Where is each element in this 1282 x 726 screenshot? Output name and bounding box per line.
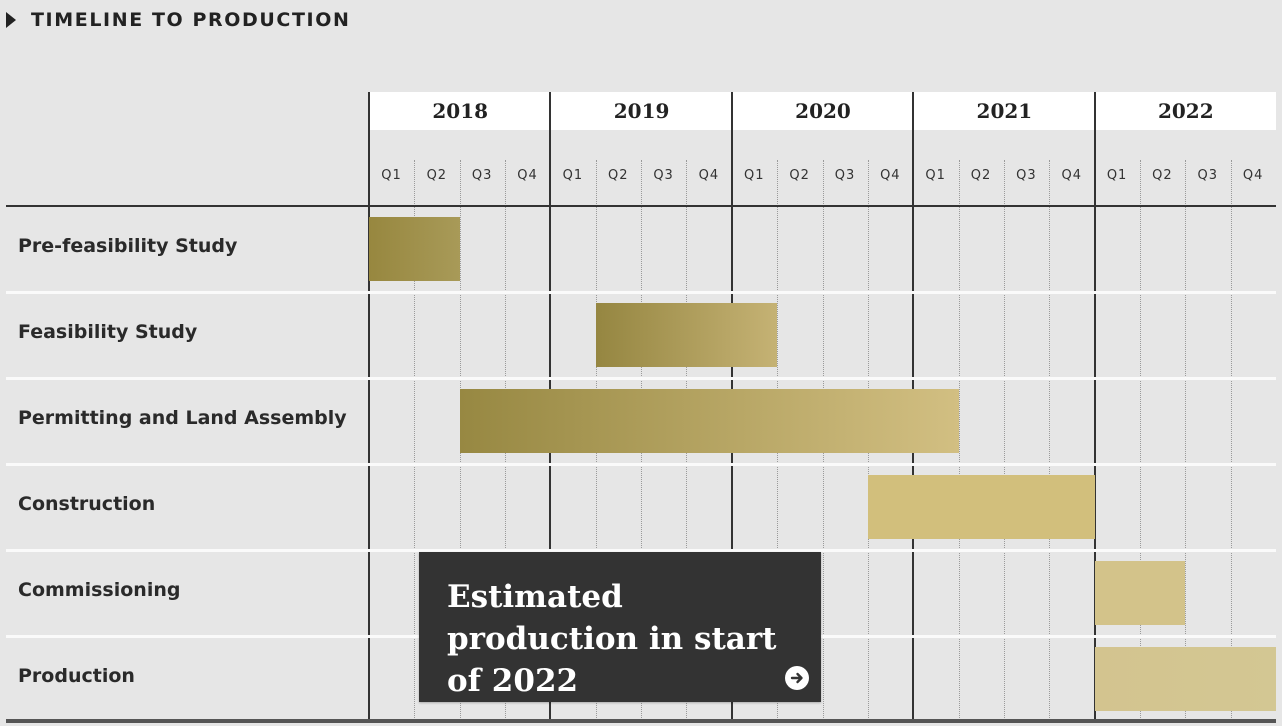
- row-divider: [6, 463, 1276, 466]
- quarter-label: Q1: [925, 168, 946, 183]
- chart-bottom-border: [6, 719, 1276, 723]
- quarter-gridline: [414, 160, 415, 720]
- task-bar: [1094, 561, 1186, 625]
- quarter-label: Q3: [471, 168, 493, 183]
- quarter-label: Q3: [1197, 168, 1219, 183]
- year-header: 2019: [551, 92, 732, 130]
- quarter-gridline: [1185, 160, 1186, 720]
- quarter-gridline: [1231, 160, 1232, 720]
- quarter-label: Q4: [880, 168, 901, 183]
- quarter-label: Q4: [698, 168, 720, 183]
- row-divider: [6, 291, 1276, 294]
- section-toggle[interactable]: TIMELINE TO PRODUCTION: [6, 8, 350, 32]
- quarter-label: Q1: [381, 168, 402, 183]
- quarter-label: Q2: [1152, 168, 1173, 183]
- task-label: Pre-feasibility Study: [18, 235, 238, 257]
- year-header: 2022: [1095, 92, 1276, 130]
- quarter-gridline: [1004, 160, 1005, 720]
- quarter-label: Q4: [1061, 168, 1082, 183]
- quarter-label: Q2: [426, 168, 448, 183]
- task-bar: [459, 389, 959, 453]
- caret-right-icon: [6, 12, 16, 28]
- year-header: 2020: [732, 92, 914, 130]
- quarter-label: Q4: [1242, 168, 1264, 183]
- production-callout[interactable]: Estimated production in start of 2022: [419, 552, 821, 702]
- quarter-label: Q3: [1016, 168, 1037, 183]
- task-label: Construction: [18, 493, 156, 515]
- quarter-gridline: [1140, 160, 1141, 720]
- quarter-label: Q3: [653, 168, 674, 183]
- year-header: 2021: [914, 92, 1095, 130]
- quarter-label: Q1: [1106, 168, 1128, 183]
- quarter-label: Q2: [607, 168, 629, 183]
- task-bar: [1094, 647, 1276, 711]
- quarter-label: Q2: [970, 168, 992, 183]
- section-title: TIMELINE TO PRODUCTION: [31, 9, 351, 31]
- task-bar: [595, 303, 778, 367]
- task-label: Commissioning: [18, 579, 181, 601]
- year-header: 2018: [370, 92, 551, 130]
- callout-text: Estimated production in start of 2022: [447, 579, 777, 699]
- quarter-label: Q4: [517, 168, 538, 183]
- task-bar: [369, 217, 460, 281]
- header-divider: [6, 205, 1276, 207]
- quarter-gridline: [959, 160, 960, 720]
- task-bar: [867, 475, 1095, 539]
- quarter-label: Q2: [789, 168, 810, 183]
- row-divider: [6, 377, 1276, 380]
- task-label: Production: [18, 665, 135, 687]
- task-label: Permitting and Land Assembly: [18, 407, 347, 429]
- row-divider: [6, 549, 1276, 552]
- year-gridline: [368, 92, 370, 720]
- quarter-gridline: [1049, 160, 1050, 720]
- quarter-label: Q1: [744, 168, 765, 183]
- year-gridline: [1094, 92, 1096, 720]
- quarter-label: Q3: [834, 168, 856, 183]
- task-label: Feasibility Study: [18, 321, 198, 343]
- arrow-right-circle-icon[interactable]: [785, 666, 809, 690]
- quarter-label: Q1: [562, 168, 584, 183]
